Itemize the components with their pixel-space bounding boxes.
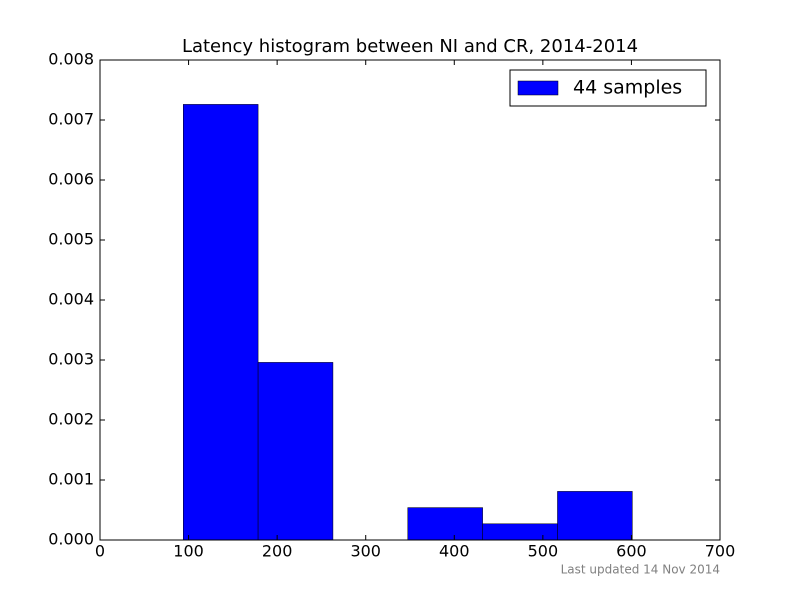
y-tick-label: 0.006 <box>48 170 94 189</box>
x-tick-label: 200 <box>262 542 293 561</box>
y-tick-label: 0.001 <box>48 470 94 489</box>
x-tick-label: 300 <box>350 542 381 561</box>
legend-label: 44 samples <box>573 77 682 99</box>
chart-title: Latency histogram between NI and CR, 201… <box>182 36 638 57</box>
x-tick-label: 700 <box>705 542 736 561</box>
x-tick-label: 0 <box>95 542 105 561</box>
x-tick-label: 400 <box>439 542 470 561</box>
histogram-bar <box>257 362 334 541</box>
histogram-bar <box>183 104 259 541</box>
x-tick-label: 500 <box>528 542 559 561</box>
y-tick-label: 0.002 <box>48 410 94 429</box>
y-tick-label: 0.004 <box>48 290 94 309</box>
x-tick-label: 100 <box>173 542 204 561</box>
y-tick-label: 0.007 <box>48 110 94 129</box>
histogram-bar <box>407 507 483 541</box>
legend-swatch <box>517 80 559 96</box>
x-tick-label: 600 <box>616 542 647 561</box>
histogram-bar <box>482 523 558 541</box>
y-tick-label: 0.003 <box>48 350 94 369</box>
y-tick-label: 0.000 <box>48 530 94 549</box>
y-tick-label: 0.008 <box>48 50 94 69</box>
histogram-bar <box>557 491 633 541</box>
y-tick-label: 0.005 <box>48 230 94 249</box>
footnote: Last updated 14 Nov 2014 <box>561 563 720 577</box>
